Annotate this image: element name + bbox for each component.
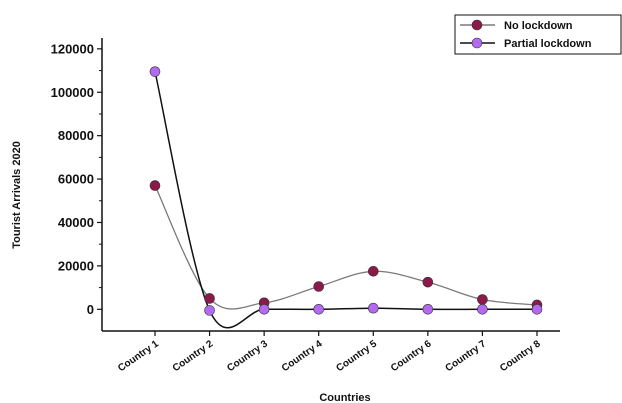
- x-tick-label: Country 4: [280, 338, 325, 374]
- legend-label: No lockdown: [504, 20, 573, 32]
- y-tick-label: 20000: [58, 258, 94, 273]
- data-point: [531, 303, 543, 315]
- data-point: [204, 305, 215, 316]
- legend-box: [454, 14, 622, 55]
- series-points: [149, 66, 543, 316]
- y-tick-label: 40000: [58, 215, 94, 230]
- data-point: [313, 303, 325, 315]
- y-tick-label: 60000: [58, 172, 94, 187]
- data-point: [477, 294, 488, 305]
- y-tick-label: 120000: [51, 41, 94, 56]
- data-point: [367, 266, 379, 277]
- legend-swatch-marker: [471, 37, 483, 49]
- legend: No lockdown Partial lockdown: [454, 14, 622, 55]
- x-tick-label: Country 6: [389, 338, 434, 374]
- series-line: [154, 71, 537, 329]
- y-tick-label: 80000: [58, 128, 94, 143]
- axes: [101, 38, 560, 332]
- series-lines: [154, 71, 538, 329]
- y-tick-label: 0: [87, 302, 94, 317]
- data-point: [149, 180, 161, 191]
- x-tick-label: Country 7: [444, 338, 489, 374]
- y-ticks: 0 20000 40000 60000 80000 100000 120000: [51, 41, 102, 317]
- x-ticks: Country 1 Country 2 Country 3 Country 4 Coun…: [116, 331, 543, 374]
- data-point: [313, 281, 325, 292]
- data-point: [422, 303, 434, 315]
- x-tick-label: Country 8: [498, 338, 543, 374]
- y-axis-title: Tourist Arrivals 2020: [11, 141, 23, 249]
- series-line: [154, 185, 538, 310]
- legend-label: Partial lockdown: [504, 38, 592, 50]
- data-point: [422, 276, 434, 288]
- legend-swatch-marker: [471, 19, 483, 31]
- x-tick-label: Country 5: [334, 338, 379, 374]
- x-tick-label: Country 1: [116, 338, 161, 374]
- data-point: [367, 302, 379, 314]
- x-tick-label: Country 3: [225, 338, 270, 374]
- data-point: [204, 293, 215, 304]
- data-point: [258, 303, 270, 315]
- x-axis-title: Countries: [319, 392, 370, 403]
- y-tick-label: 100000: [51, 85, 94, 100]
- x-tick-label: Country 2: [171, 338, 216, 374]
- data-point: [149, 66, 161, 77]
- data-point: [477, 303, 488, 315]
